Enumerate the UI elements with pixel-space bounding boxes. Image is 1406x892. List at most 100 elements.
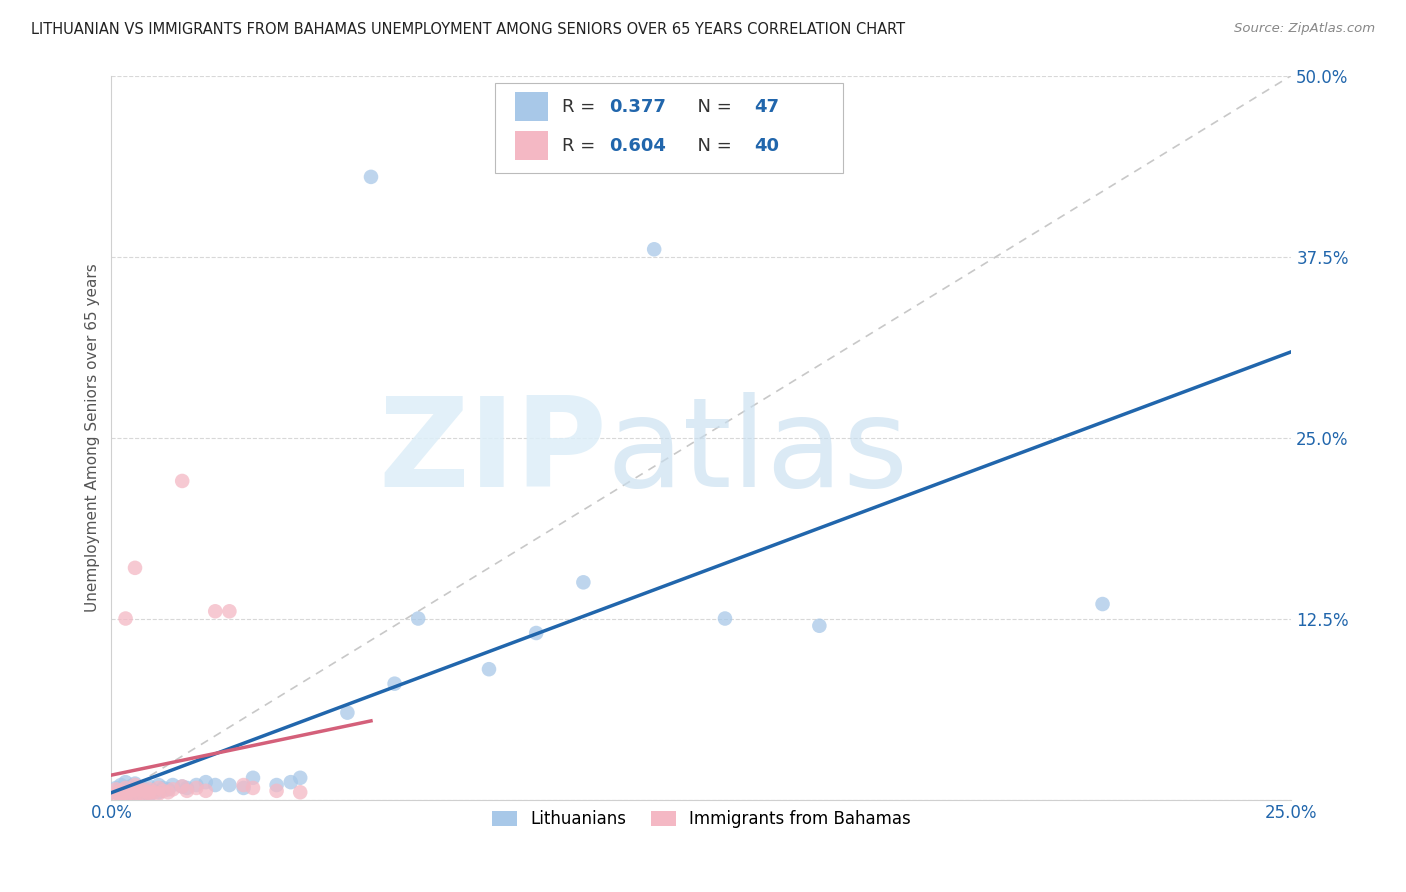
Point [157, 782, 180, 797]
Point [524, 626, 547, 640]
Point [110, 784, 132, 798]
Point [138, 788, 160, 802]
Point [134, 784, 156, 798]
Point [128, 780, 150, 795]
Point [162, 782, 184, 797]
Text: 47: 47 [755, 97, 779, 116]
Point [360, 169, 382, 184]
Point [148, 780, 170, 795]
Point [114, 775, 136, 789]
Legend: Lithuanians, Immigrants from Bahamas: Lithuanians, Immigrants from Bahamas [485, 804, 918, 835]
Point [1091, 597, 1114, 611]
Text: R =: R = [562, 136, 602, 154]
Point [232, 780, 254, 795]
Point [643, 242, 665, 256]
Point [194, 775, 217, 789]
Point [134, 787, 156, 801]
Text: R =: R = [562, 97, 602, 116]
Point [148, 787, 170, 801]
Point [242, 780, 264, 795]
Text: 0.604: 0.604 [609, 136, 666, 154]
Point [204, 778, 226, 792]
Point [124, 784, 146, 798]
Point [110, 787, 132, 801]
Point [120, 784, 142, 798]
Point [384, 676, 406, 690]
Point [142, 785, 165, 799]
Point [120, 788, 142, 802]
Point [280, 775, 302, 789]
Point [406, 611, 429, 625]
Point [128, 780, 150, 795]
Point [138, 785, 160, 799]
Point [148, 778, 170, 792]
Point [336, 706, 359, 720]
Point [148, 785, 170, 799]
Point [124, 561, 146, 575]
Text: Source: ZipAtlas.com: Source: ZipAtlas.com [1234, 22, 1375, 36]
Point [204, 604, 226, 618]
Point [176, 784, 198, 798]
Point [218, 604, 240, 618]
Point [114, 780, 136, 795]
Point [808, 619, 831, 633]
Point [142, 784, 165, 798]
Point [105, 780, 128, 795]
Point [128, 785, 150, 799]
FancyBboxPatch shape [495, 83, 844, 173]
Point [134, 788, 156, 802]
Point [186, 778, 208, 792]
Point [172, 780, 194, 794]
Point [138, 782, 160, 797]
Point [478, 662, 501, 676]
Point [152, 784, 174, 798]
Point [266, 784, 288, 798]
Point [124, 788, 146, 802]
Point [266, 778, 288, 792]
Point [114, 782, 136, 797]
Text: 0.377: 0.377 [609, 97, 666, 116]
Point [714, 611, 737, 625]
Text: 40: 40 [755, 136, 779, 154]
Point [128, 787, 150, 801]
Point [194, 784, 217, 798]
Point [105, 785, 128, 799]
Point [176, 780, 198, 795]
Point [242, 771, 264, 785]
Point [157, 785, 180, 799]
Point [124, 776, 146, 790]
Point [114, 611, 136, 625]
Text: N =: N = [686, 136, 738, 154]
Point [124, 788, 146, 802]
Point [110, 778, 132, 792]
Point [138, 780, 160, 794]
Point [105, 785, 128, 799]
Point [572, 575, 595, 590]
Point [124, 782, 146, 797]
Point [290, 785, 312, 799]
Point [138, 787, 160, 801]
Point [114, 789, 136, 804]
Text: LITHUANIAN VS IMMIGRANTS FROM BAHAMAS UNEMPLOYMENT AMONG SENIORS OVER 65 YEARS C: LITHUANIAN VS IMMIGRANTS FROM BAHAMAS UN… [31, 22, 905, 37]
Point [232, 778, 254, 792]
FancyBboxPatch shape [515, 92, 548, 121]
Text: ZIP: ZIP [378, 392, 607, 513]
Point [120, 780, 142, 794]
Y-axis label: Unemployment Among Seniors over 65 years: Unemployment Among Seniors over 65 years [86, 263, 100, 612]
Text: atlas: atlas [607, 392, 910, 513]
Point [110, 789, 132, 804]
Point [152, 780, 174, 795]
Point [186, 780, 208, 795]
Point [172, 780, 194, 794]
Point [218, 778, 240, 792]
Point [134, 782, 156, 797]
Point [172, 474, 194, 488]
FancyBboxPatch shape [515, 131, 548, 161]
Point [110, 784, 132, 798]
Point [114, 785, 136, 799]
Point [290, 771, 312, 785]
Text: N =: N = [686, 97, 738, 116]
Point [114, 789, 136, 804]
Point [124, 778, 146, 792]
Point [120, 787, 142, 801]
